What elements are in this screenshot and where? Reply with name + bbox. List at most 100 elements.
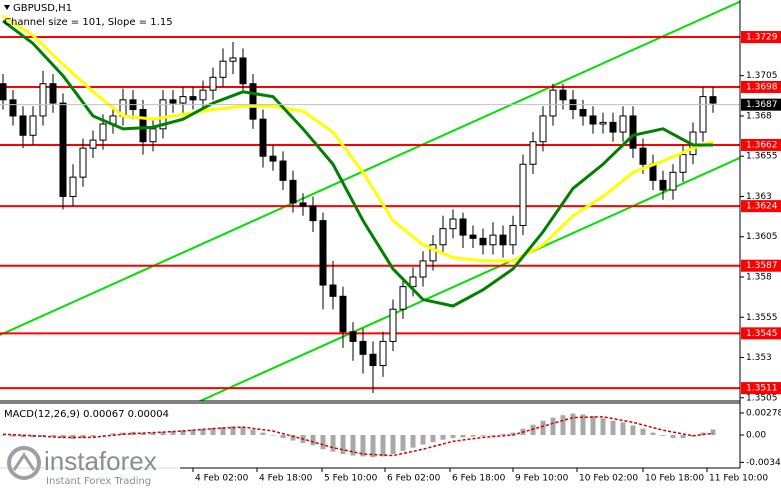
candle-body xyxy=(519,163,527,226)
macd-bar xyxy=(410,434,416,448)
candle-body xyxy=(539,115,547,143)
macd-bar xyxy=(110,433,116,435)
candle-body xyxy=(149,128,157,143)
candle-body xyxy=(159,99,167,130)
candle-body xyxy=(659,179,667,191)
candle-body xyxy=(239,57,247,85)
last-price-label: 1.3687 xyxy=(746,100,778,110)
macd-bar xyxy=(220,427,226,435)
candle-body xyxy=(589,115,597,125)
candle-body xyxy=(439,228,447,246)
candle-body xyxy=(709,96,717,104)
x-tick-label: 9 Feb 10:00 xyxy=(515,474,569,484)
candle-body xyxy=(349,331,357,342)
macd-bar xyxy=(430,434,436,443)
y-tick-label: 1.363 xyxy=(746,192,772,202)
macd-bar xyxy=(190,429,196,435)
macd-bar xyxy=(560,415,566,435)
macd-bar xyxy=(580,414,586,435)
macd-bar xyxy=(670,434,676,439)
candle-body xyxy=(99,123,107,141)
x-tick-label: 4 Feb 02:00 xyxy=(195,474,249,484)
candle-body xyxy=(299,202,307,207)
y-tick-label: 1.368 xyxy=(746,111,772,121)
macd-plot xyxy=(0,413,716,458)
macd-bar xyxy=(490,434,496,436)
macd-bar xyxy=(80,434,86,439)
macd-bar xyxy=(390,434,396,454)
macd-bar xyxy=(480,434,486,436)
level-label: 1.3587 xyxy=(746,261,778,271)
macd-bar xyxy=(700,432,706,435)
candle-body xyxy=(509,224,517,246)
level-label: 1.3545 xyxy=(746,329,778,339)
candle-body xyxy=(669,171,677,191)
watermark-logo xyxy=(12,452,36,471)
macd-bar xyxy=(420,434,426,445)
candle-body xyxy=(289,179,297,204)
macd-bar xyxy=(510,432,516,435)
candle-body xyxy=(409,276,417,288)
candle-body xyxy=(449,218,457,230)
watermark-tagline: Instant Forex Trading xyxy=(46,476,151,487)
y-tick-label: 0.00278 xyxy=(746,408,781,418)
candle-body xyxy=(59,102,67,197)
macd-bar xyxy=(460,434,466,438)
macd-title: MACD(12,26,9) 0.00067 0.00004 xyxy=(4,409,169,420)
axes: 1.3705 1.368 1.3655 1.363 1.3605 1.358 1.3555 1… xyxy=(192,31,781,484)
macd-bar xyxy=(310,434,316,446)
macd-bar xyxy=(20,434,26,438)
moving-average xyxy=(2,14,714,263)
level-label-bg xyxy=(741,31,781,44)
candle-body xyxy=(359,340,367,355)
candle-body xyxy=(599,121,607,125)
x-tick-label: 10 Feb 18:00 xyxy=(645,474,704,484)
candle-body xyxy=(309,205,317,222)
macd-bar xyxy=(360,434,366,457)
x-tick-label: 5 Feb 10:00 xyxy=(324,474,378,484)
macd-bar xyxy=(270,434,276,436)
candle-body xyxy=(259,118,267,157)
macd-bar xyxy=(240,427,246,435)
macd-bar xyxy=(440,434,446,440)
candle-body xyxy=(329,284,337,297)
macd-bar xyxy=(150,432,156,435)
level-label: 1.3698 xyxy=(746,82,778,92)
level-label-bg xyxy=(741,200,781,213)
y-tick-label: 1.3655 xyxy=(746,152,778,162)
level-label: 1.3511 xyxy=(746,384,778,394)
macd-bar xyxy=(620,422,626,435)
moving-average xyxy=(2,19,713,308)
candle-body xyxy=(429,244,437,262)
macd-bar xyxy=(100,434,106,436)
macd-bar xyxy=(320,434,326,450)
x-tick-label: 4 Feb 18:00 xyxy=(259,474,313,484)
macd-bar xyxy=(50,434,56,437)
macd-bar xyxy=(200,428,206,435)
candle-body xyxy=(549,89,557,117)
candle-body xyxy=(389,308,397,342)
candle-body xyxy=(529,141,537,165)
price-plot xyxy=(0,0,740,401)
candle-body xyxy=(79,147,87,178)
candle-body xyxy=(679,154,687,173)
macd-bar xyxy=(660,434,666,436)
candle-body xyxy=(279,160,287,181)
macd-bar xyxy=(0,434,6,436)
macd-bar xyxy=(570,413,576,435)
macd-bar xyxy=(10,434,16,437)
candle-body xyxy=(209,76,217,91)
macd-bar xyxy=(470,434,476,437)
macd-bar xyxy=(550,417,556,435)
level-label-bg xyxy=(741,382,781,395)
candle-body xyxy=(89,139,97,149)
macd-bar xyxy=(330,434,336,452)
macd-bar xyxy=(280,434,286,439)
candle-body xyxy=(579,109,587,117)
candle-body xyxy=(189,96,197,101)
x-tick-label: 10 Feb 02:00 xyxy=(579,474,638,484)
macd-bar xyxy=(230,426,236,435)
y-tick-label: -0.00346 xyxy=(746,458,781,468)
y-tick-label: 1.3555 xyxy=(746,313,778,323)
